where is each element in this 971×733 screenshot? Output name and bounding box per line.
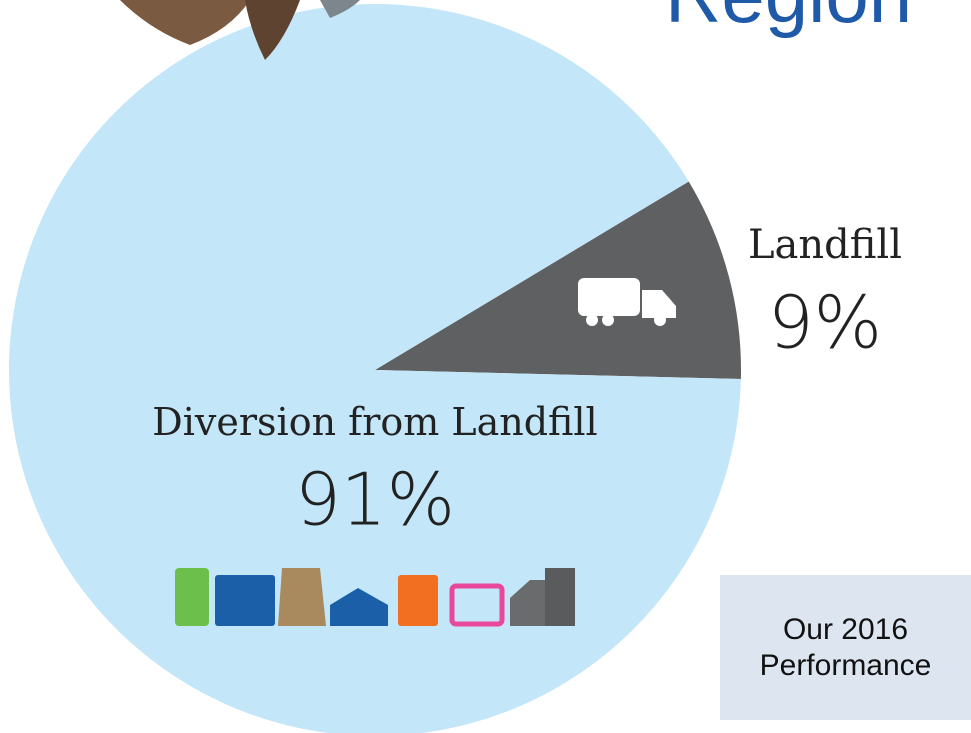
annotation-box: Our 2016 Performance bbox=[720, 575, 971, 720]
leaf bbox=[320, 0, 360, 18]
slice-label: Diversion from Landfill bbox=[152, 400, 597, 444]
leaf bbox=[245, 0, 300, 60]
pie-slice bbox=[375, 181, 741, 379]
slice-label: Landfill bbox=[748, 222, 902, 268]
leaf bbox=[120, 0, 250, 45]
chart-title: Region bbox=[665, 0, 912, 39]
slice-value: 91% bbox=[295, 458, 455, 542]
pie-slice bbox=[9, 4, 741, 733]
pie bbox=[9, 4, 741, 733]
slice-value: 9% bbox=[768, 281, 882, 365]
truck-icon bbox=[578, 278, 676, 326]
icons bbox=[175, 568, 575, 627]
